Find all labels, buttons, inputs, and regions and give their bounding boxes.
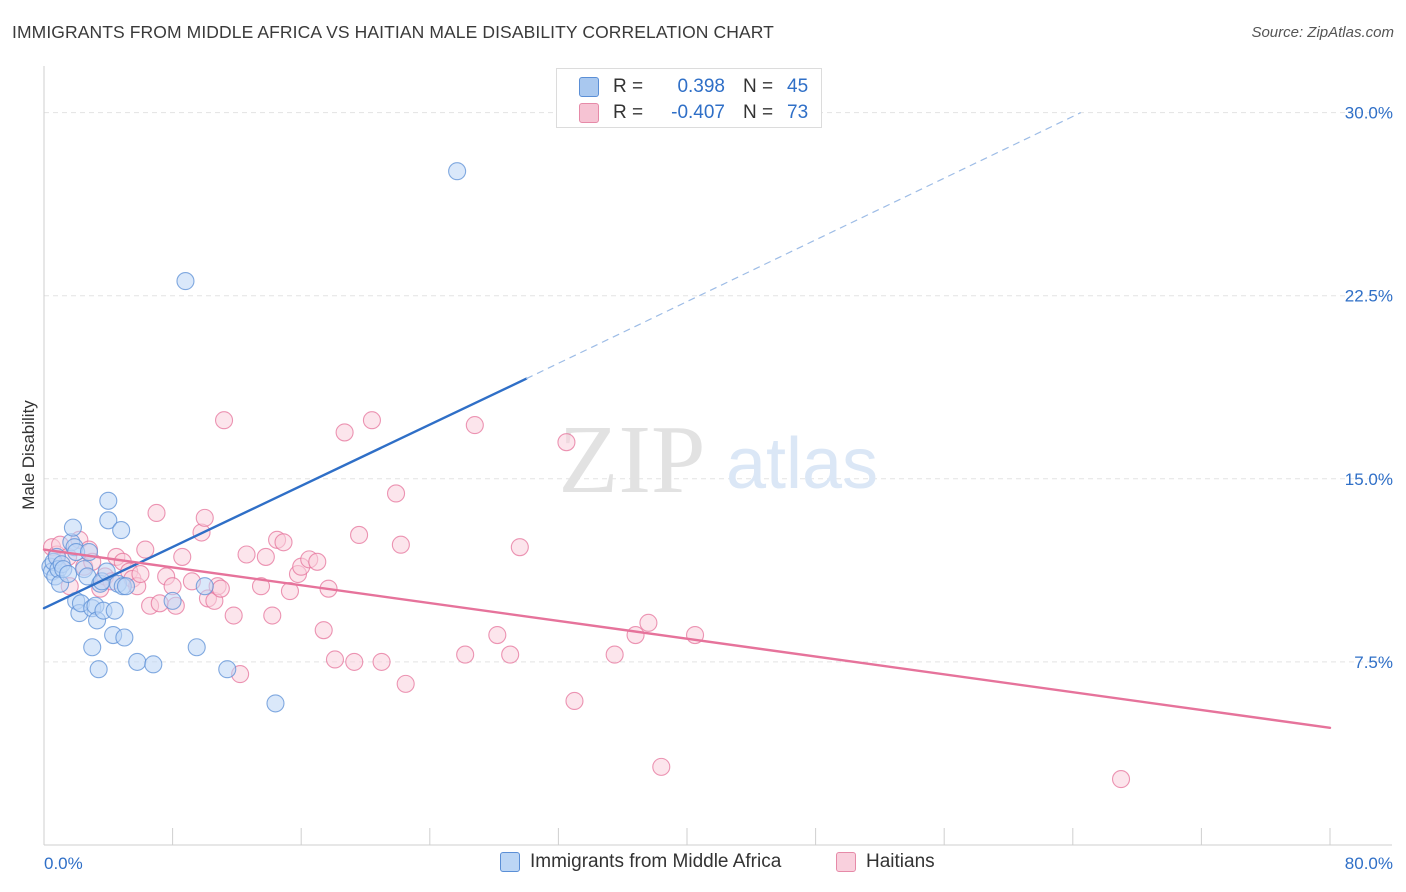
grid-lines	[44, 112, 1392, 663]
stats-swatch-haitians	[579, 103, 599, 123]
data-point	[626, 626, 645, 645]
data-point	[345, 652, 364, 671]
data-point	[386, 484, 406, 503]
r-label: R =	[613, 102, 644, 123]
data-point	[59, 564, 78, 584]
data-point	[116, 577, 136, 596]
r-label: R =	[613, 76, 644, 97]
trend-line	[42, 548, 1332, 730]
data-point	[128, 652, 147, 671]
data-point	[176, 272, 195, 291]
data-point	[211, 579, 230, 598]
r-value: -0.407	[671, 102, 725, 123]
middle-africa-points	[41, 162, 467, 713]
data-point	[173, 547, 192, 566]
trend-line	[42, 377, 528, 610]
data-point	[448, 162, 467, 181]
data-point	[335, 423, 354, 442]
data-point	[308, 552, 327, 571]
legend: Immigrants from Middle Africa Haitians	[0, 851, 1406, 879]
data-point	[350, 525, 369, 545]
data-point	[396, 674, 415, 693]
n-label: N =	[743, 102, 774, 123]
data-point	[465, 416, 484, 435]
watermark: ZIP atlas	[559, 406, 879, 514]
legend-label: Haitians	[866, 851, 935, 872]
x-tick-label-min: 0.0%	[44, 854, 83, 873]
data-point	[557, 433, 576, 452]
data-point	[362, 411, 381, 430]
data-point	[218, 660, 237, 679]
watermark-zip: ZIP	[559, 406, 706, 514]
y-axis-label: Male Disability	[19, 400, 38, 510]
trend-lines	[42, 112, 1332, 730]
data-point	[112, 521, 131, 540]
data-point	[187, 638, 206, 657]
n-value: 73	[787, 102, 809, 123]
data-point	[251, 577, 271, 596]
data-point	[144, 655, 163, 674]
data-point	[605, 645, 624, 664]
legend-item-middle-africa[interactable]: Immigrants from Middle Africa	[500, 851, 781, 873]
data-point	[501, 645, 520, 664]
data-point	[147, 503, 166, 523]
data-point	[195, 508, 214, 527]
data-point	[391, 535, 410, 554]
data-point	[263, 606, 282, 625]
haitians-points	[42, 411, 1131, 789]
stats-box: R = 0.398 N = 45 R = -0.407 N = 73	[556, 68, 822, 128]
data-point	[652, 757, 671, 776]
data-point	[314, 621, 333, 640]
data-point	[136, 540, 155, 559]
legend-item-haitians[interactable]: Haitians	[836, 851, 935, 873]
data-point	[325, 650, 345, 669]
data-point	[99, 491, 118, 510]
data-point	[565, 691, 584, 711]
data-point	[115, 628, 134, 647]
r-value: 0.398	[677, 76, 725, 97]
data-point	[1111, 770, 1131, 789]
data-point	[372, 652, 391, 671]
legend-label: Immigrants from Middle Africa	[530, 851, 782, 872]
tick-labels: 7.5% 15.0% 22.5% 30.0% 0.0% 80.0%	[44, 104, 1393, 873]
legend-swatch-middle-africa	[500, 852, 520, 872]
stats-swatch-middle-africa	[579, 77, 599, 97]
y-tick-label: 7.5%	[1354, 653, 1393, 672]
data-point	[163, 591, 182, 610]
watermark-atlas: atlas	[726, 424, 878, 504]
data-point	[83, 638, 102, 657]
data-point	[63, 518, 82, 537]
stats-row-haitians: R = -0.407 N = 73	[579, 101, 808, 125]
x-tick-label-max: 80.0%	[1345, 854, 1393, 873]
data-point	[510, 538, 529, 557]
data-point	[488, 626, 507, 645]
data-point	[237, 545, 256, 564]
data-point	[266, 694, 285, 713]
trend-line-extension	[525, 112, 1082, 380]
data-point	[214, 411, 234, 430]
data-point	[274, 533, 293, 552]
stats-row-middle-africa: R = 0.398 N = 45	[579, 75, 808, 99]
n-value: 45	[787, 76, 809, 97]
y-tick-label: 30.0%	[1345, 104, 1393, 123]
data-point	[456, 645, 475, 664]
data-point	[256, 547, 275, 566]
data-point	[79, 542, 99, 562]
data-point	[105, 601, 124, 620]
y-tick-label: 15.0%	[1345, 470, 1393, 489]
source-label: Source: ZipAtlas.com	[1251, 24, 1394, 41]
chart-title: IMMIGRANTS FROM MIDDLE AFRICA VS HAITIAN…	[12, 22, 774, 42]
n-label: N =	[743, 76, 774, 97]
data-point	[639, 613, 658, 632]
data-point	[224, 606, 243, 625]
y-tick-label: 22.5%	[1345, 287, 1393, 306]
data-point	[131, 564, 150, 584]
data-point	[99, 511, 118, 530]
legend-swatch-haitians	[836, 852, 856, 872]
data-point	[89, 660, 108, 679]
data-point	[195, 577, 214, 596]
axes	[43, 66, 1392, 846]
